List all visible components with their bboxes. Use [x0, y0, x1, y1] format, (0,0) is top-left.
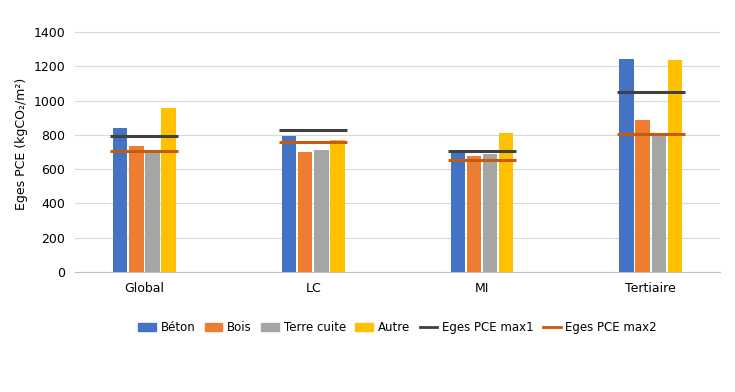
- Bar: [636, 120, 650, 272]
- Bar: [129, 146, 143, 272]
- Bar: [451, 149, 465, 272]
- Bar: [467, 156, 481, 272]
- Y-axis label: Eges PCE (kgCO₂/m²): Eges PCE (kgCO₂/m²): [15, 77, 28, 210]
- Bar: [651, 133, 666, 272]
- Legend: Béton, Bois, Terre cuite, Autre, Eges PCE max1, Eges PCE max2: Béton, Bois, Terre cuite, Autre, Eges PC…: [133, 316, 662, 339]
- Bar: [483, 154, 498, 272]
- Bar: [161, 108, 176, 272]
- Bar: [282, 136, 296, 272]
- Bar: [620, 59, 634, 272]
- Bar: [314, 151, 329, 272]
- Bar: [145, 152, 159, 272]
- Bar: [298, 152, 312, 272]
- Bar: [330, 140, 345, 272]
- Bar: [667, 60, 682, 272]
- Bar: [499, 133, 514, 272]
- Bar: [113, 128, 127, 272]
